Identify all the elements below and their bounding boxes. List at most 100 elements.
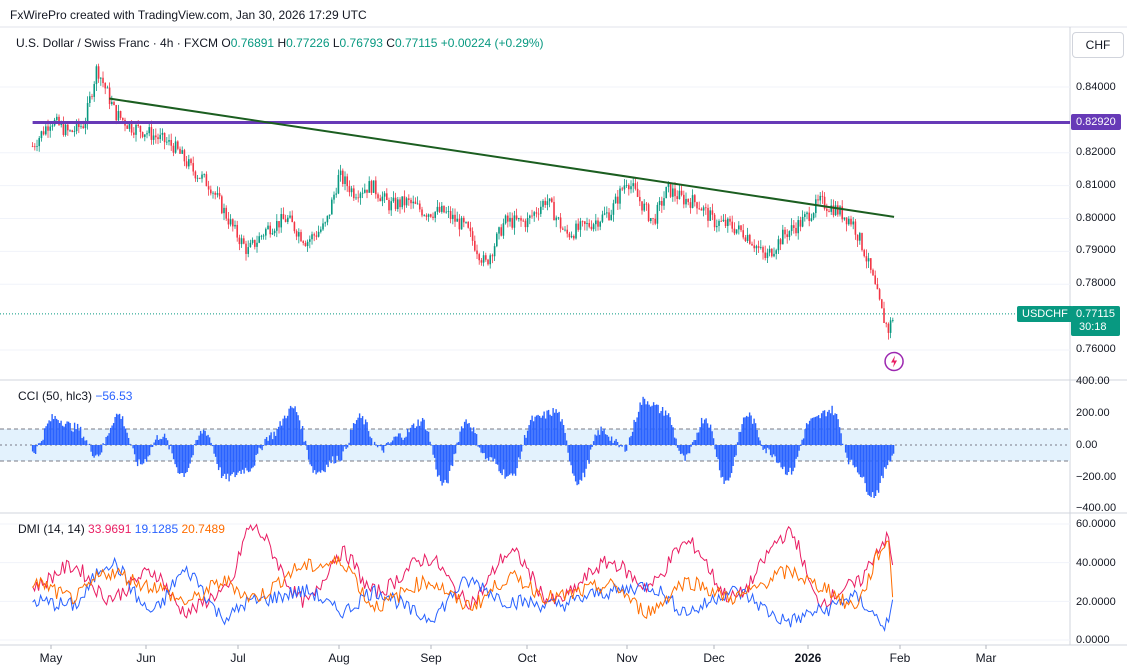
candle-body [687,198,690,203]
candle-body [38,138,41,147]
candle-body [577,223,580,230]
x-tick-label: Dec [703,651,725,665]
candle-body [135,124,137,135]
candle-body [322,223,324,230]
candle-body [520,218,522,221]
candle-body [790,225,793,232]
candle-body [832,205,835,216]
candle-body [540,206,542,214]
candle-body [526,217,529,228]
candle-body [199,177,201,179]
x-tick-label: Sep [420,651,442,665]
candle-body [491,255,494,257]
candle-body [445,211,448,213]
candle-body [617,196,619,204]
candle-body [328,214,331,216]
cci-tick: −200.00 [1076,471,1117,483]
candle-body [240,238,243,245]
candle-body [260,235,263,237]
candle-body [861,233,863,251]
candle-body [859,233,861,241]
adx-value: 20.7489 [181,522,225,536]
candle-body [58,116,60,125]
candle-body [434,211,437,218]
candle-body [161,132,164,135]
candle-body [355,197,357,199]
candle-body [848,218,850,225]
candle-body [597,220,599,227]
dmi-legend: DMI (14, 14) 33.9691 19.1285 20.7489 [18,522,225,536]
candle-body [89,96,91,103]
candle-body [141,132,144,137]
candle-body [344,176,346,184]
candle-body [876,284,879,290]
price-tick: 0.79000 [1076,244,1116,256]
candle-body [137,124,140,126]
candle-body [852,221,855,225]
dmi-tick: 60.0000 [1076,518,1116,530]
candle-body [258,236,261,243]
candle-body [663,198,665,206]
candle-body [815,199,817,214]
dmi-tick: 40.0000 [1076,557,1116,569]
candle-body [84,123,87,129]
candle-body [812,213,815,219]
open-key: O [221,36,231,50]
candle-body [97,66,100,79]
open-value: 0.76891 [230,36,275,50]
candle-body [777,239,780,251]
candle-body [421,209,423,216]
candle-body [856,234,859,241]
candle-body [606,212,608,214]
candle-body [634,183,637,189]
candle-body [273,230,276,234]
candle-body [533,212,536,216]
candle-body [735,229,738,234]
candle-body [683,194,685,205]
candle-body [568,233,571,238]
candle-body [377,194,379,199]
candle-body [808,212,811,221]
candle-body [458,218,461,230]
candle-body [223,207,225,214]
candle-body [366,189,368,193]
candle-body [553,201,555,221]
candle-body [621,188,624,190]
candle-body [93,84,96,97]
candle-body [414,201,417,204]
candle-body [478,254,481,261]
candle-body [639,196,641,202]
candle-body [238,237,241,245]
candle-body [757,246,760,248]
candle-body [170,140,173,146]
candle-body [524,220,527,228]
candle-body [317,231,320,237]
candle-body [221,196,223,214]
candle-body [291,215,294,223]
high-key: H [277,36,287,50]
candle-body [394,197,397,210]
candle-body [40,131,43,139]
price-tick: 0.80000 [1076,212,1116,224]
currency-button[interactable]: CHF [1072,32,1124,58]
resistance-price-tag: 0.82920 [1071,114,1121,130]
candle-body [69,130,71,132]
candle-body [746,234,749,241]
candle-body [793,225,795,228]
candle-body [408,198,410,200]
candle-body [566,229,569,234]
candle-body [452,214,454,220]
candle-body [333,194,335,200]
candle-body [665,186,668,199]
candle-body [375,180,377,195]
candle-body [86,102,89,124]
low-value: 0.76793 [339,36,383,50]
candle-body [128,123,131,129]
candle-body [130,123,133,133]
candle-body [863,250,866,257]
candle-body [845,217,848,225]
candle-body [647,204,650,222]
candle-body [775,250,778,254]
candle-body [49,126,52,131]
